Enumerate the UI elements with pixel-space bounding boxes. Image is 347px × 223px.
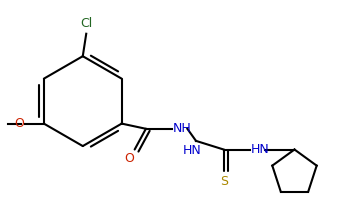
Text: NH: NH — [173, 122, 192, 135]
Text: Cl: Cl — [80, 17, 92, 30]
Text: HN: HN — [183, 144, 202, 157]
Text: S: S — [220, 175, 228, 188]
Text: HN: HN — [251, 142, 269, 156]
Text: O: O — [15, 117, 24, 130]
Text: O: O — [125, 152, 134, 165]
